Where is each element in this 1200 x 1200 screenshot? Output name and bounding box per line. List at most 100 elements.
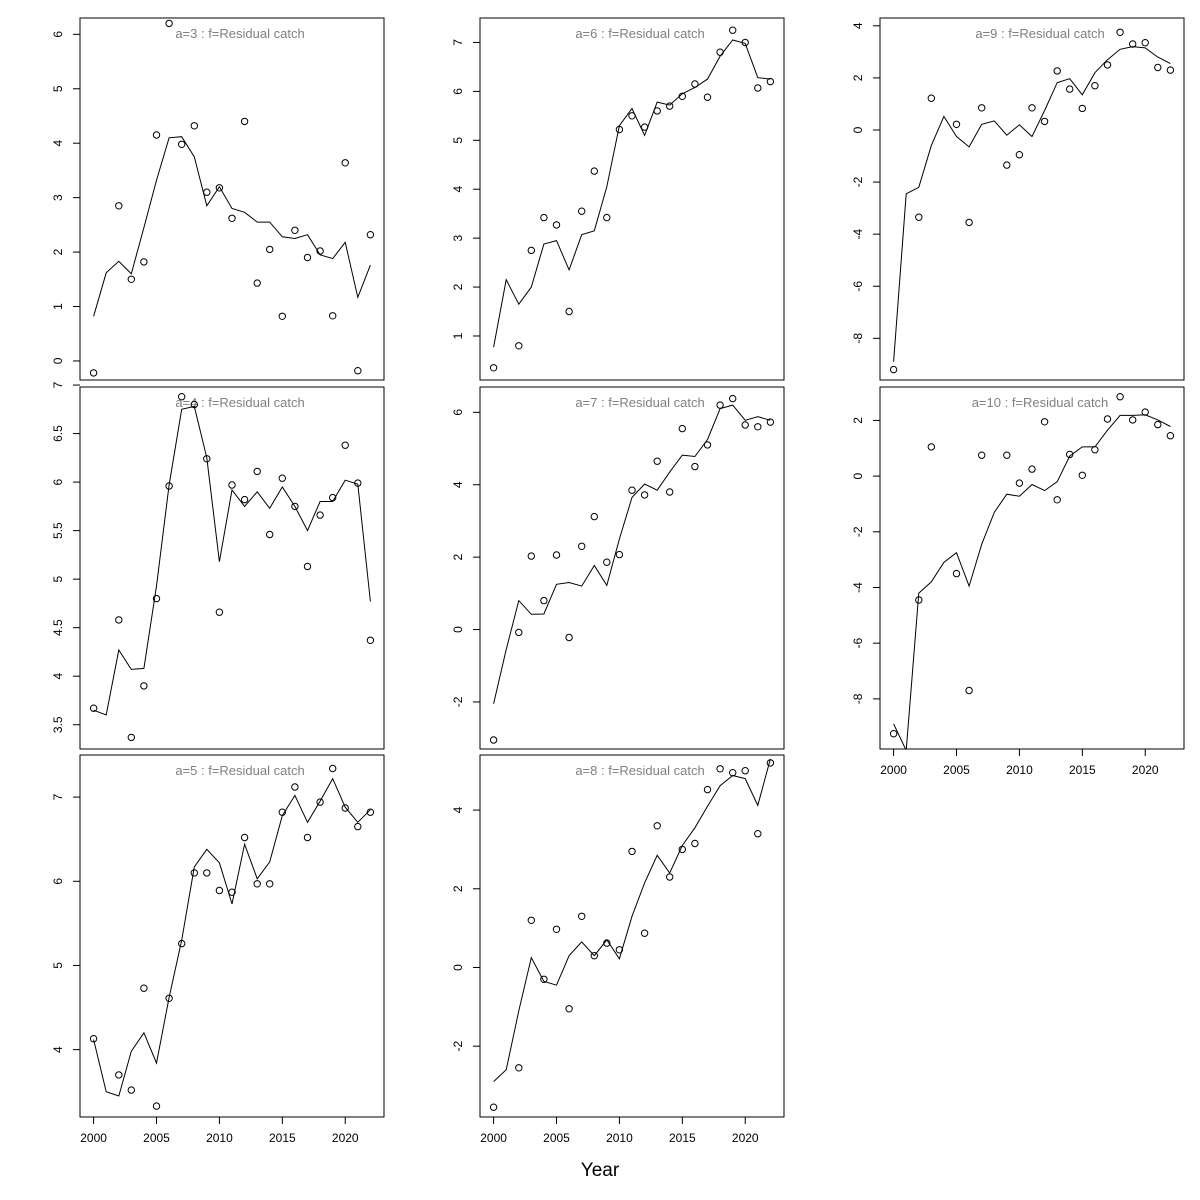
y-tick-label: 7: [451, 39, 465, 46]
observed-point: [603, 213, 611, 222]
observed-point: [889, 365, 898, 374]
observed-point: [291, 502, 299, 511]
x-tick-label: 2005: [543, 1131, 570, 1145]
observed-point: [716, 401, 724, 409]
observed-point: [228, 481, 236, 489]
y-tick-label: 5: [51, 576, 65, 583]
plot-frame: [879, 17, 1185, 381]
observed-point: [703, 785, 712, 794]
x-tick-label: 2010: [206, 1131, 233, 1145]
y-tick-label: -6: [851, 638, 865, 649]
observed-point: [329, 764, 337, 773]
y-tick-label: 6: [451, 409, 465, 416]
observed-point: [640, 929, 649, 937]
observed-point: [215, 184, 224, 192]
y-tick-label: 2: [851, 74, 865, 81]
y-tick-label: 4: [51, 140, 65, 147]
fitted-line: [493, 39, 771, 348]
panel-title: a=6 : f=Residual catch: [575, 26, 704, 41]
observed-point: [965, 686, 973, 695]
observed-point: [266, 245, 274, 254]
x-tick-label: 2020: [332, 1131, 359, 1145]
observed-point: [228, 214, 236, 223]
y-tick-label: 4.5: [51, 619, 65, 636]
observed-point: [115, 202, 123, 210]
observed-point: [1015, 479, 1024, 487]
observed-point: [89, 704, 98, 712]
observed-point: [1091, 82, 1099, 90]
observed-point: [1116, 28, 1124, 36]
observed-point: [366, 636, 375, 644]
observed-point: [203, 188, 211, 196]
series-group: [89, 19, 375, 377]
observed-point: [590, 512, 598, 521]
y-tick-label: 5: [51, 85, 65, 92]
observed-point: [1103, 61, 1112, 69]
observed-point: [754, 830, 762, 838]
observed-point: [515, 1064, 523, 1072]
y-tick-label: -2: [451, 696, 465, 707]
observed-point: [140, 258, 148, 266]
y-tick-label: 4: [851, 22, 865, 29]
y-tick-label: 7: [51, 381, 65, 388]
observed-point: [952, 120, 961, 129]
panel-1: a=6 : f=Residual catch 1 2 3 4 5 6 7: [451, 17, 785, 381]
panel-0: a=3 : f=Residual catch 0 1 2 3 4 5 6: [51, 17, 385, 381]
fitted-line: [493, 758, 771, 1082]
y-tick-label: -8: [851, 333, 865, 344]
observed-point: [515, 628, 523, 637]
y-tick-label: 2: [851, 417, 865, 424]
observed-point: [240, 495, 249, 504]
panel-title: a=8 : f=Residual catch: [575, 763, 704, 778]
x-tick-label: 2015: [669, 1131, 696, 1145]
observed-point: [1028, 465, 1036, 473]
observed-point: [316, 511, 324, 519]
x-tick-label: 2005: [143, 1131, 170, 1145]
plot-frame: [79, 754, 385, 1118]
observed-point: [366, 231, 375, 239]
x-tick-label: 2020: [732, 1131, 759, 1145]
y-tick-label: 5: [51, 962, 65, 969]
observed-point: [628, 486, 636, 494]
observed-point: [303, 253, 312, 262]
observed-point: [329, 312, 337, 320]
observed-point: [489, 1103, 498, 1111]
series-group: [89, 393, 375, 742]
plot-frame: [879, 386, 1185, 750]
observed-point: [565, 633, 573, 642]
x-tick-label: 2010: [1006, 763, 1033, 777]
y-tick-label: 0: [851, 126, 865, 133]
observed-point: [203, 455, 211, 463]
panel-3: a=4 : f=Residual catch 3.5 4 4.5 5 5.5 6 6.5 7: [51, 381, 385, 750]
observed-point: [741, 421, 749, 429]
observed-point: [1078, 471, 1087, 479]
observed-point: [240, 117, 249, 126]
observed-point: [1154, 420, 1162, 429]
panel-7: a=8 : f=Residual catch -2 0 2 4 2000 2005 2010 2…: [451, 754, 785, 1145]
y-tick-label: 6: [51, 878, 65, 885]
observed-point: [215, 886, 224, 895]
series-group: [489, 758, 775, 1111]
x-tick-label: 2000: [80, 1131, 107, 1145]
observed-point: [240, 833, 249, 842]
observed-point: [691, 462, 699, 471]
observed-point: [590, 167, 598, 175]
y-tick-label: 2: [451, 283, 465, 290]
observed-point: [278, 474, 286, 482]
x-tick-label: 2015: [1069, 763, 1096, 777]
observed-point: [127, 275, 136, 283]
plot-frame: [79, 386, 385, 750]
observed-point: [1116, 393, 1124, 401]
observed-point: [716, 48, 724, 56]
observed-point: [115, 1071, 123, 1079]
observed-point: [303, 562, 312, 571]
observed-point: [291, 783, 299, 791]
observed-point: [178, 140, 186, 149]
observed-point: [266, 880, 274, 888]
observed-point: [952, 569, 961, 578]
x-tick-label: 2010: [606, 1131, 633, 1145]
observed-point: [489, 364, 498, 372]
observed-point: [1129, 416, 1137, 424]
y-tick-label: 1: [451, 332, 465, 339]
